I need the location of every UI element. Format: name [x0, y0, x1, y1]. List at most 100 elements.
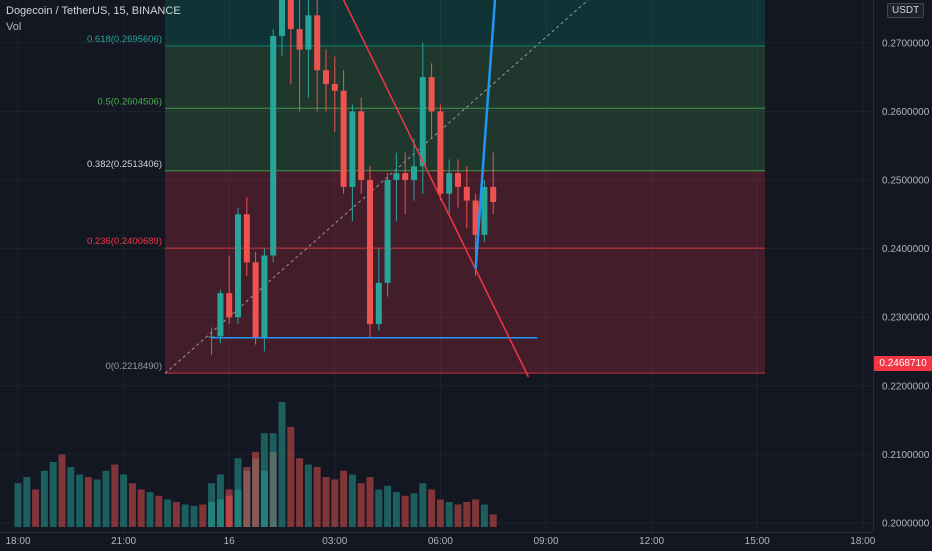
candle-body [287, 0, 294, 30]
candle-body [367, 180, 373, 325]
volume-bar [472, 499, 480, 527]
volume-bar [146, 492, 154, 527]
price-tick-label: 0.2300000 [882, 313, 930, 324]
price-axis[interactable] [873, 0, 932, 532]
volume-bar [102, 470, 110, 527]
time-tick-label: 18:00 [5, 536, 30, 547]
price-tick-label: 0.2700000 [882, 38, 930, 49]
fib-band [165, 45, 765, 109]
volume-bar [164, 499, 172, 527]
candle-body [375, 282, 382, 325]
time-tick-label: 18:00 [850, 536, 875, 547]
candle-body [314, 15, 321, 71]
volume-bar [489, 514, 497, 527]
volume-bar [155, 495, 163, 527]
candle-body [296, 29, 303, 50]
volume-bar [384, 485, 392, 527]
candle-body [455, 173, 461, 187]
candle-body [217, 293, 224, 337]
volume-bar [199, 504, 207, 527]
fib-band [165, 170, 765, 249]
volume-bar [340, 470, 348, 527]
volume-bar [287, 427, 295, 527]
candle-body [384, 180, 391, 283]
candle-body [411, 166, 417, 180]
fib-level-label: 0(0.2218490) [105, 361, 162, 372]
candle-body [226, 293, 233, 318]
candle-body [252, 262, 259, 338]
volume-bar [445, 502, 453, 527]
volume-bar [480, 504, 488, 527]
volume-bar [208, 483, 216, 527]
candle-body [428, 77, 435, 112]
price-tick-label: 0.2400000 [882, 244, 930, 255]
last-price-tag: 0.2468710 [874, 356, 932, 371]
volume-bar [278, 402, 286, 527]
volume-bar [40, 470, 48, 527]
candle-body [437, 111, 444, 194]
candle-body [331, 83, 338, 91]
price-tick-label: 0.2500000 [882, 176, 930, 187]
candle-body [481, 186, 488, 235]
volume-bar [58, 454, 66, 527]
candle-body [323, 70, 329, 84]
candle-body [261, 255, 268, 338]
candle-body [463, 186, 470, 201]
candle-body [490, 186, 497, 202]
volume-bar [348, 474, 356, 527]
volume-bar [428, 489, 436, 527]
volume-bar [313, 467, 321, 527]
volume-bar [76, 474, 84, 527]
currency-badge[interactable]: USDT [887, 3, 925, 18]
candle-body [340, 90, 347, 187]
volume-bar [260, 470, 268, 527]
volume-bar [304, 464, 312, 527]
volume-bar [84, 477, 92, 527]
fib-band [165, 0, 765, 46]
projection-arrow [474, 0, 497, 270]
volume-bar [93, 479, 101, 527]
time-tick-label: 09:00 [533, 536, 558, 547]
volume-bar [49, 462, 57, 527]
candle-body [358, 111, 365, 180]
volume-bar [225, 489, 233, 527]
volume-bar [128, 483, 136, 527]
volume-bar [436, 499, 444, 527]
candle-body [446, 173, 453, 194]
volume-bar [32, 489, 40, 527]
fib-level-label: 0.236(0.2400689) [87, 236, 162, 247]
volume-bar [454, 504, 462, 527]
resistance-trend-line [342, 0, 530, 378]
volume-bar [401, 495, 409, 527]
time-tick-label: 16 [224, 536, 236, 547]
volume-bar [252, 452, 260, 527]
time-axis[interactable] [0, 532, 873, 551]
symbol-title[interactable]: Dogecoin / TetherUS, 15, BINANCE [6, 5, 181, 17]
volume-bar [375, 489, 383, 527]
price-tick-label: 0.2200000 [882, 381, 930, 392]
volume-bar [392, 492, 400, 527]
candle-body [472, 200, 479, 235]
candle-body [305, 15, 312, 50]
time-tick-label: 12:00 [639, 536, 664, 547]
candle-body [402, 173, 409, 180]
volume-bar [357, 483, 365, 527]
fib-band [165, 108, 765, 171]
volume-bar [216, 474, 224, 527]
volume-bar [14, 483, 22, 527]
volume-bar [111, 464, 119, 527]
candle-body [243, 214, 250, 263]
candle-body [393, 173, 400, 180]
candle-body [419, 77, 426, 167]
price-tick-label: 0.2100000 [882, 450, 930, 461]
volume-label: Vol [6, 21, 22, 33]
price-tick-label: 0.2600000 [882, 107, 930, 118]
volume-bar [190, 505, 198, 527]
candle-body [279, 0, 285, 36]
time-tick-label: 06:00 [428, 536, 453, 547]
volume-bar [23, 477, 31, 527]
volume-bar [234, 458, 242, 527]
fib-level-label: 0.5(0.2604506) [98, 96, 162, 107]
